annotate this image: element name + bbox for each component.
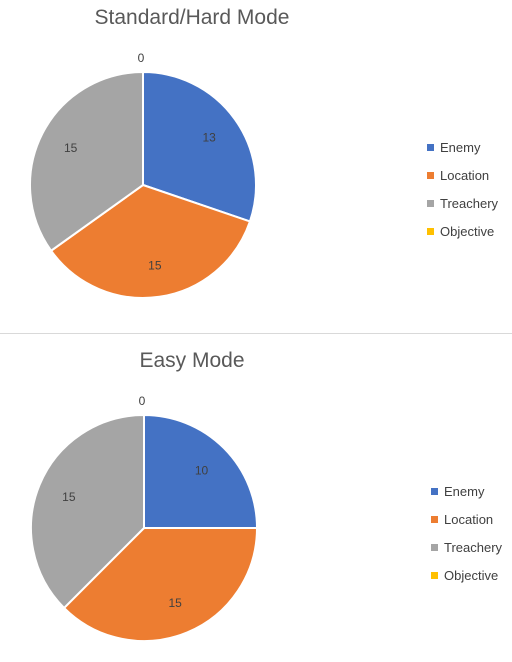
legend-swatch — [431, 515, 438, 523]
legend-label: Enemy — [444, 483, 485, 499]
pie-slice-location — [62, 527, 259, 642]
pie-slice-treachery — [30, 413, 145, 610]
legend-item-enemy: Enemy — [431, 477, 502, 505]
data-label-enemy: 13 — [202, 131, 216, 145]
legend-swatch — [427, 199, 434, 207]
data-label-location: 15 — [168, 596, 182, 610]
legend-item-treachery: Treachery — [427, 189, 498, 217]
pie-chart-easy: Easy Mode 10 15 15 0 Enemy Location Treachery… — [0, 336, 512, 662]
data-label-objective: 0 — [138, 51, 145, 65]
legend-label: Enemy — [440, 139, 481, 155]
legend-item-location: Location — [427, 161, 498, 189]
pie-plot: 10 15 15 0 — [30, 394, 259, 642]
data-label-treachery: 15 — [62, 490, 76, 504]
pie-slice-enemy — [142, 70, 257, 223]
data-label-location: 15 — [148, 258, 162, 272]
legend-label: Location — [440, 167, 490, 183]
legend-item-objective: Objective — [427, 217, 498, 245]
pie-chart-standard-hard: Standard/Hard Mode 13 15 15 0 Enemy Location… — [29, 6, 498, 299]
legend-label: Location — [444, 511, 494, 527]
legend-label: Objective — [440, 223, 495, 239]
pie-plot: 13 15 15 0 — [29, 51, 257, 299]
pie-slice-location — [49, 183, 252, 299]
legend-label: Treachery — [444, 539, 503, 555]
legend-swatch — [431, 487, 438, 495]
legend-swatch — [431, 571, 438, 579]
legend-item-treachery: Treachery — [431, 533, 502, 561]
data-label-objective: 0 — [139, 394, 146, 408]
pie-slice-enemy — [143, 413, 259, 529]
chart-title: Easy Mode — [139, 349, 245, 372]
chart-divider — [0, 333, 512, 334]
legend: Enemy Location Treachery Objective — [427, 133, 498, 245]
chart-title: Standard/Hard Mode — [94, 6, 290, 29]
data-label-enemy: 10 — [195, 463, 209, 477]
pie-slice-treachery — [29, 70, 144, 253]
legend: Enemy Location Treachery Objective — [431, 477, 502, 589]
legend-label: Treachery — [440, 195, 499, 211]
legend-label: Objective — [444, 567, 499, 583]
legend-item-location: Location — [431, 505, 502, 533]
legend-item-objective: Objective — [431, 561, 502, 589]
legend-swatch — [427, 143, 434, 151]
legend-swatch — [431, 543, 438, 551]
data-label-treachery: 15 — [64, 141, 78, 155]
legend-swatch — [427, 171, 434, 179]
legend-swatch — [427, 227, 434, 235]
legend-item-enemy: Enemy — [427, 133, 498, 161]
